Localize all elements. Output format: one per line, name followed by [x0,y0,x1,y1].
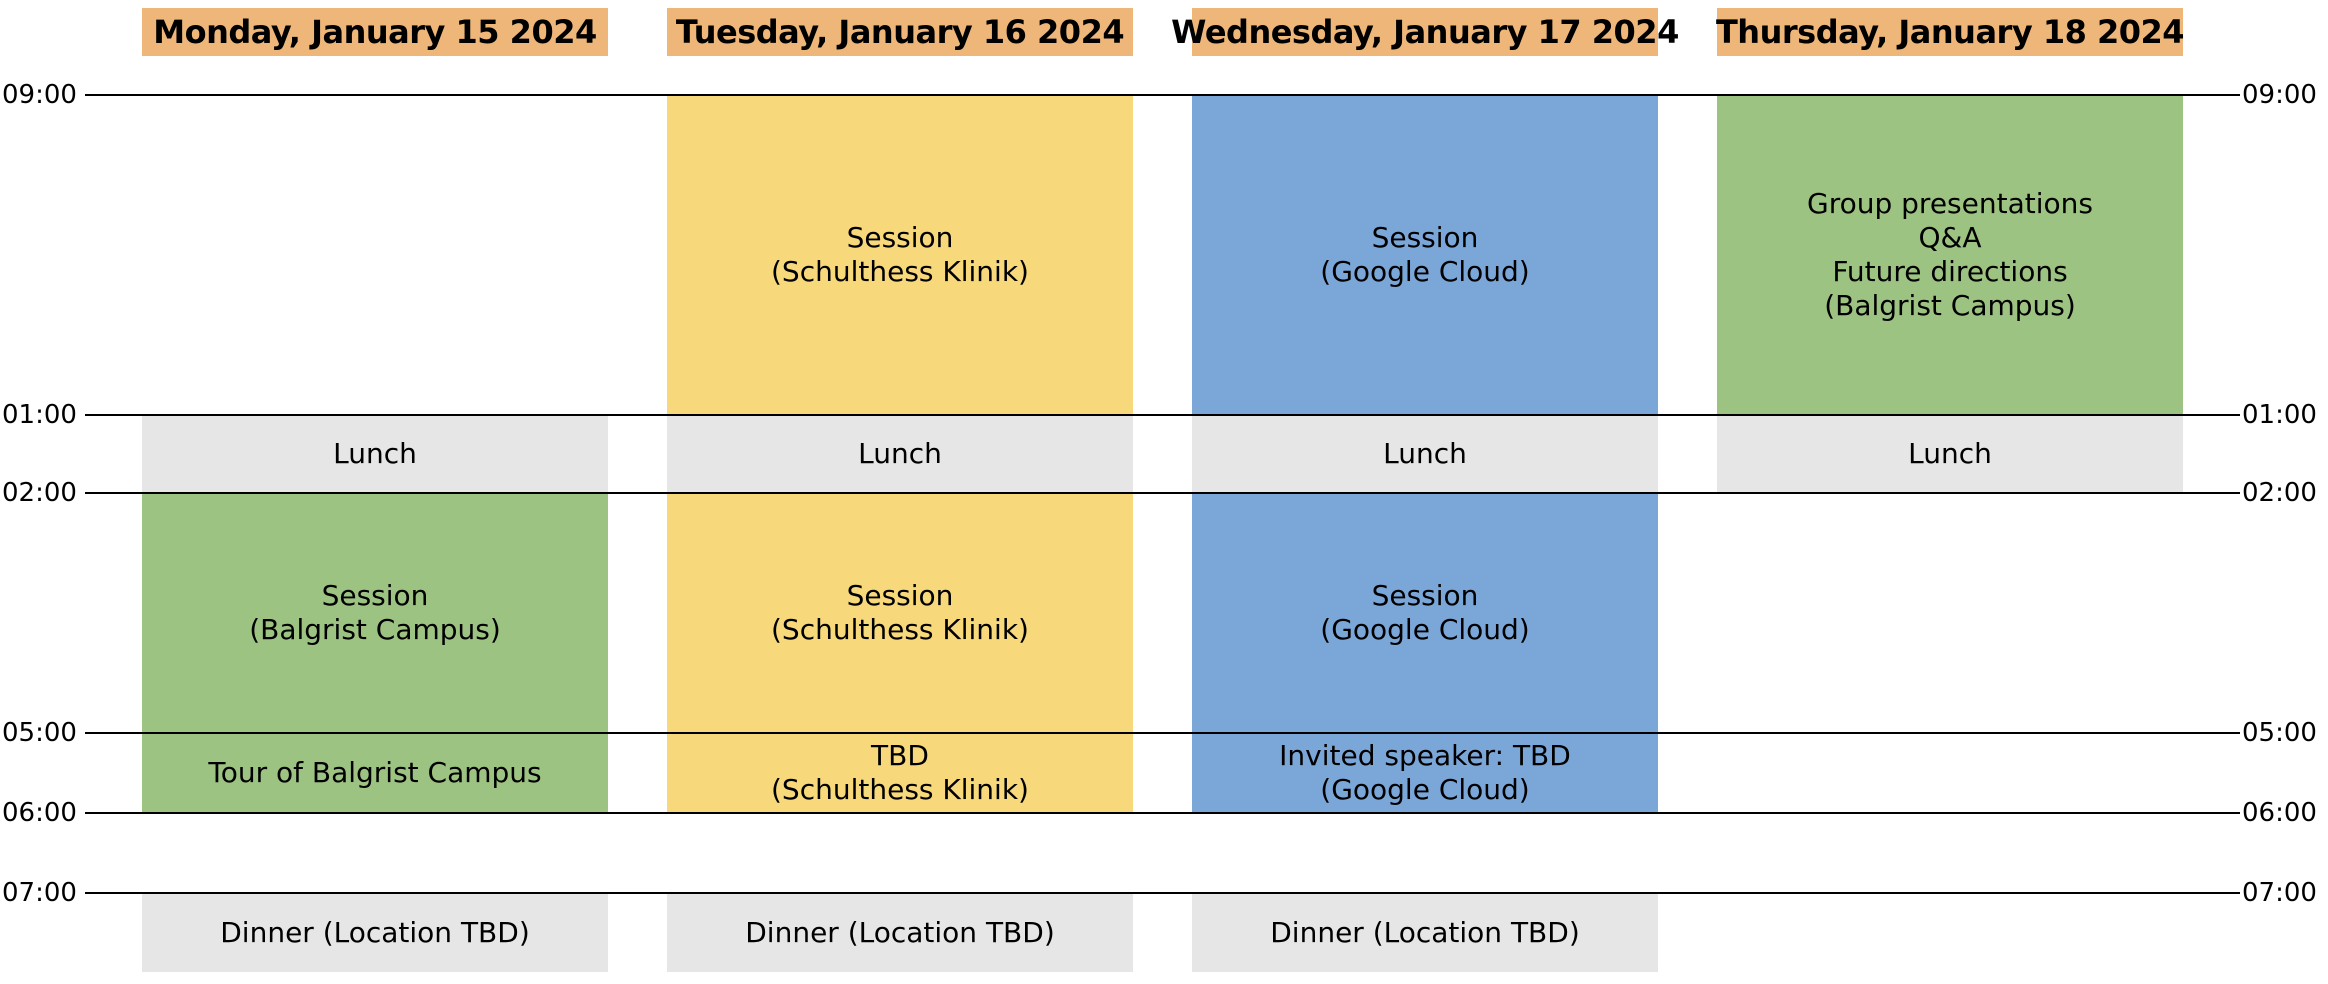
hour-line [85,812,2240,814]
time-label-left: 05:00 [2,718,77,748]
event-line: Lunch [1383,437,1467,470]
time-label-right: 06:00 [2242,798,2317,828]
event-text: Lunch [333,437,417,471]
event-line: Group presentations [1807,187,2093,220]
time-label-right: 05:00 [2242,718,2317,748]
event-text: Session (Schulthess Klinik) [771,221,1029,289]
event-line: Invited speaker: TBD [1279,739,1571,772]
time-label-right: 01:00 [2242,400,2317,430]
event-text: Session (Google Cloud) [1320,579,1529,647]
time-label-right: 09:00 [2242,80,2317,110]
event-line: Lunch [858,437,942,470]
event-text: Dinner (Location TBD) [220,916,530,950]
event-text: TBD (Schulthess Klinik) [771,739,1029,807]
time-label-left: 09:00 [2,80,77,110]
event-line: Lunch [333,437,417,470]
hour-line [85,892,2240,894]
hour-line [85,492,2240,494]
day-header: Tuesday, January 16 2024 [667,8,1133,56]
day-header: Thursday, January 18 2024 [1716,8,2185,56]
event-block[interactable]: Lunch [1717,415,2183,493]
event-text: Lunch [1908,437,1992,471]
event-text: Session (Balgrist Campus) [249,579,501,647]
event-text: Tour of Balgrist Campus [208,756,541,790]
event-block[interactable]: Dinner (Location TBD) [1192,893,1658,972]
event-line: (Schulthess Klinik) [771,255,1029,288]
event-block[interactable]: TBD (Schulthess Klinik) [667,733,1133,813]
event-text: Lunch [1383,437,1467,471]
time-label-left: 02:00 [2,478,77,508]
event-block[interactable]: Tour of Balgrist Campus [142,733,608,813]
day-header: Monday, January 15 2024 [142,8,608,56]
event-line: Session [321,579,429,612]
event-block[interactable]: Invited speaker: TBD (Google Cloud) [1192,733,1658,813]
event-line: (Balgrist Campus) [249,613,501,646]
day-header: Wednesday, January 17 2024 [1171,8,1679,56]
event-line: Dinner (Location TBD) [745,915,1055,949]
hour-line [85,94,2240,96]
event-line: Dinner (Location TBD) [1270,915,1580,949]
event-line: Session [846,221,954,254]
event-line: (Google Cloud) [1320,255,1530,288]
event-line: Future directions [1832,255,2068,288]
time-label-left: 06:00 [2,798,77,828]
event-block[interactable]: Group presentations Q&A Future directions(… [1717,95,2183,415]
event-line: Session [1371,221,1479,254]
event-line: Dinner (Location TBD) [220,915,530,949]
hour-line [85,732,2240,734]
event-line: (Google Cloud) [1320,613,1530,646]
event-line: (Google Cloud) [1320,773,1530,806]
event-line: Session [1371,579,1479,612]
event-block[interactable]: Session (Schulthess Klinik) [667,493,1133,733]
event-text: Session (Schulthess Klinik) [771,579,1029,647]
event-text: Group presentations Q&A Future directions(… [1807,187,2093,323]
event-text: Dinner (Location TBD) [1270,916,1580,950]
event-block[interactable]: Dinner (Location TBD) [142,893,608,972]
time-label-right: 07:00 [2242,878,2317,908]
event-line: Lunch [1908,437,1992,470]
event-line: Tour of Balgrist Campus [208,756,542,789]
event-block[interactable]: Lunch [667,415,1133,493]
event-line: Q&A [1918,221,1982,254]
time-label-left: 01:00 [2,400,77,430]
event-block[interactable]: Lunch [142,415,608,493]
event-block[interactable]: Session (Schulthess Klinik) [667,95,1133,415]
event-line: TBD [871,739,929,772]
event-block[interactable]: Lunch [1192,415,1658,493]
time-label-right: 02:00 [2242,478,2317,508]
event-line: Session [846,579,954,612]
event-block[interactable]: Dinner (Location TBD) [667,893,1133,972]
event-line: (Balgrist Campus) [1824,289,2076,322]
event-text: Lunch [858,437,942,471]
event-block[interactable]: Session (Google Cloud) [1192,493,1658,733]
event-text: Invited speaker: TBD (Google Cloud) [1279,739,1571,807]
event-block[interactable]: Session (Google Cloud) [1192,95,1658,415]
event-line: (Schulthess Klinik) [771,773,1029,806]
event-text: Session (Google Cloud) [1320,221,1529,289]
event-line: (Schulthess Klinik) [771,613,1029,646]
hour-line [85,414,2240,416]
time-label-left: 07:00 [2,878,77,908]
event-block[interactable]: Session (Balgrist Campus) [142,493,608,733]
event-text: Dinner (Location TBD) [745,916,1055,950]
